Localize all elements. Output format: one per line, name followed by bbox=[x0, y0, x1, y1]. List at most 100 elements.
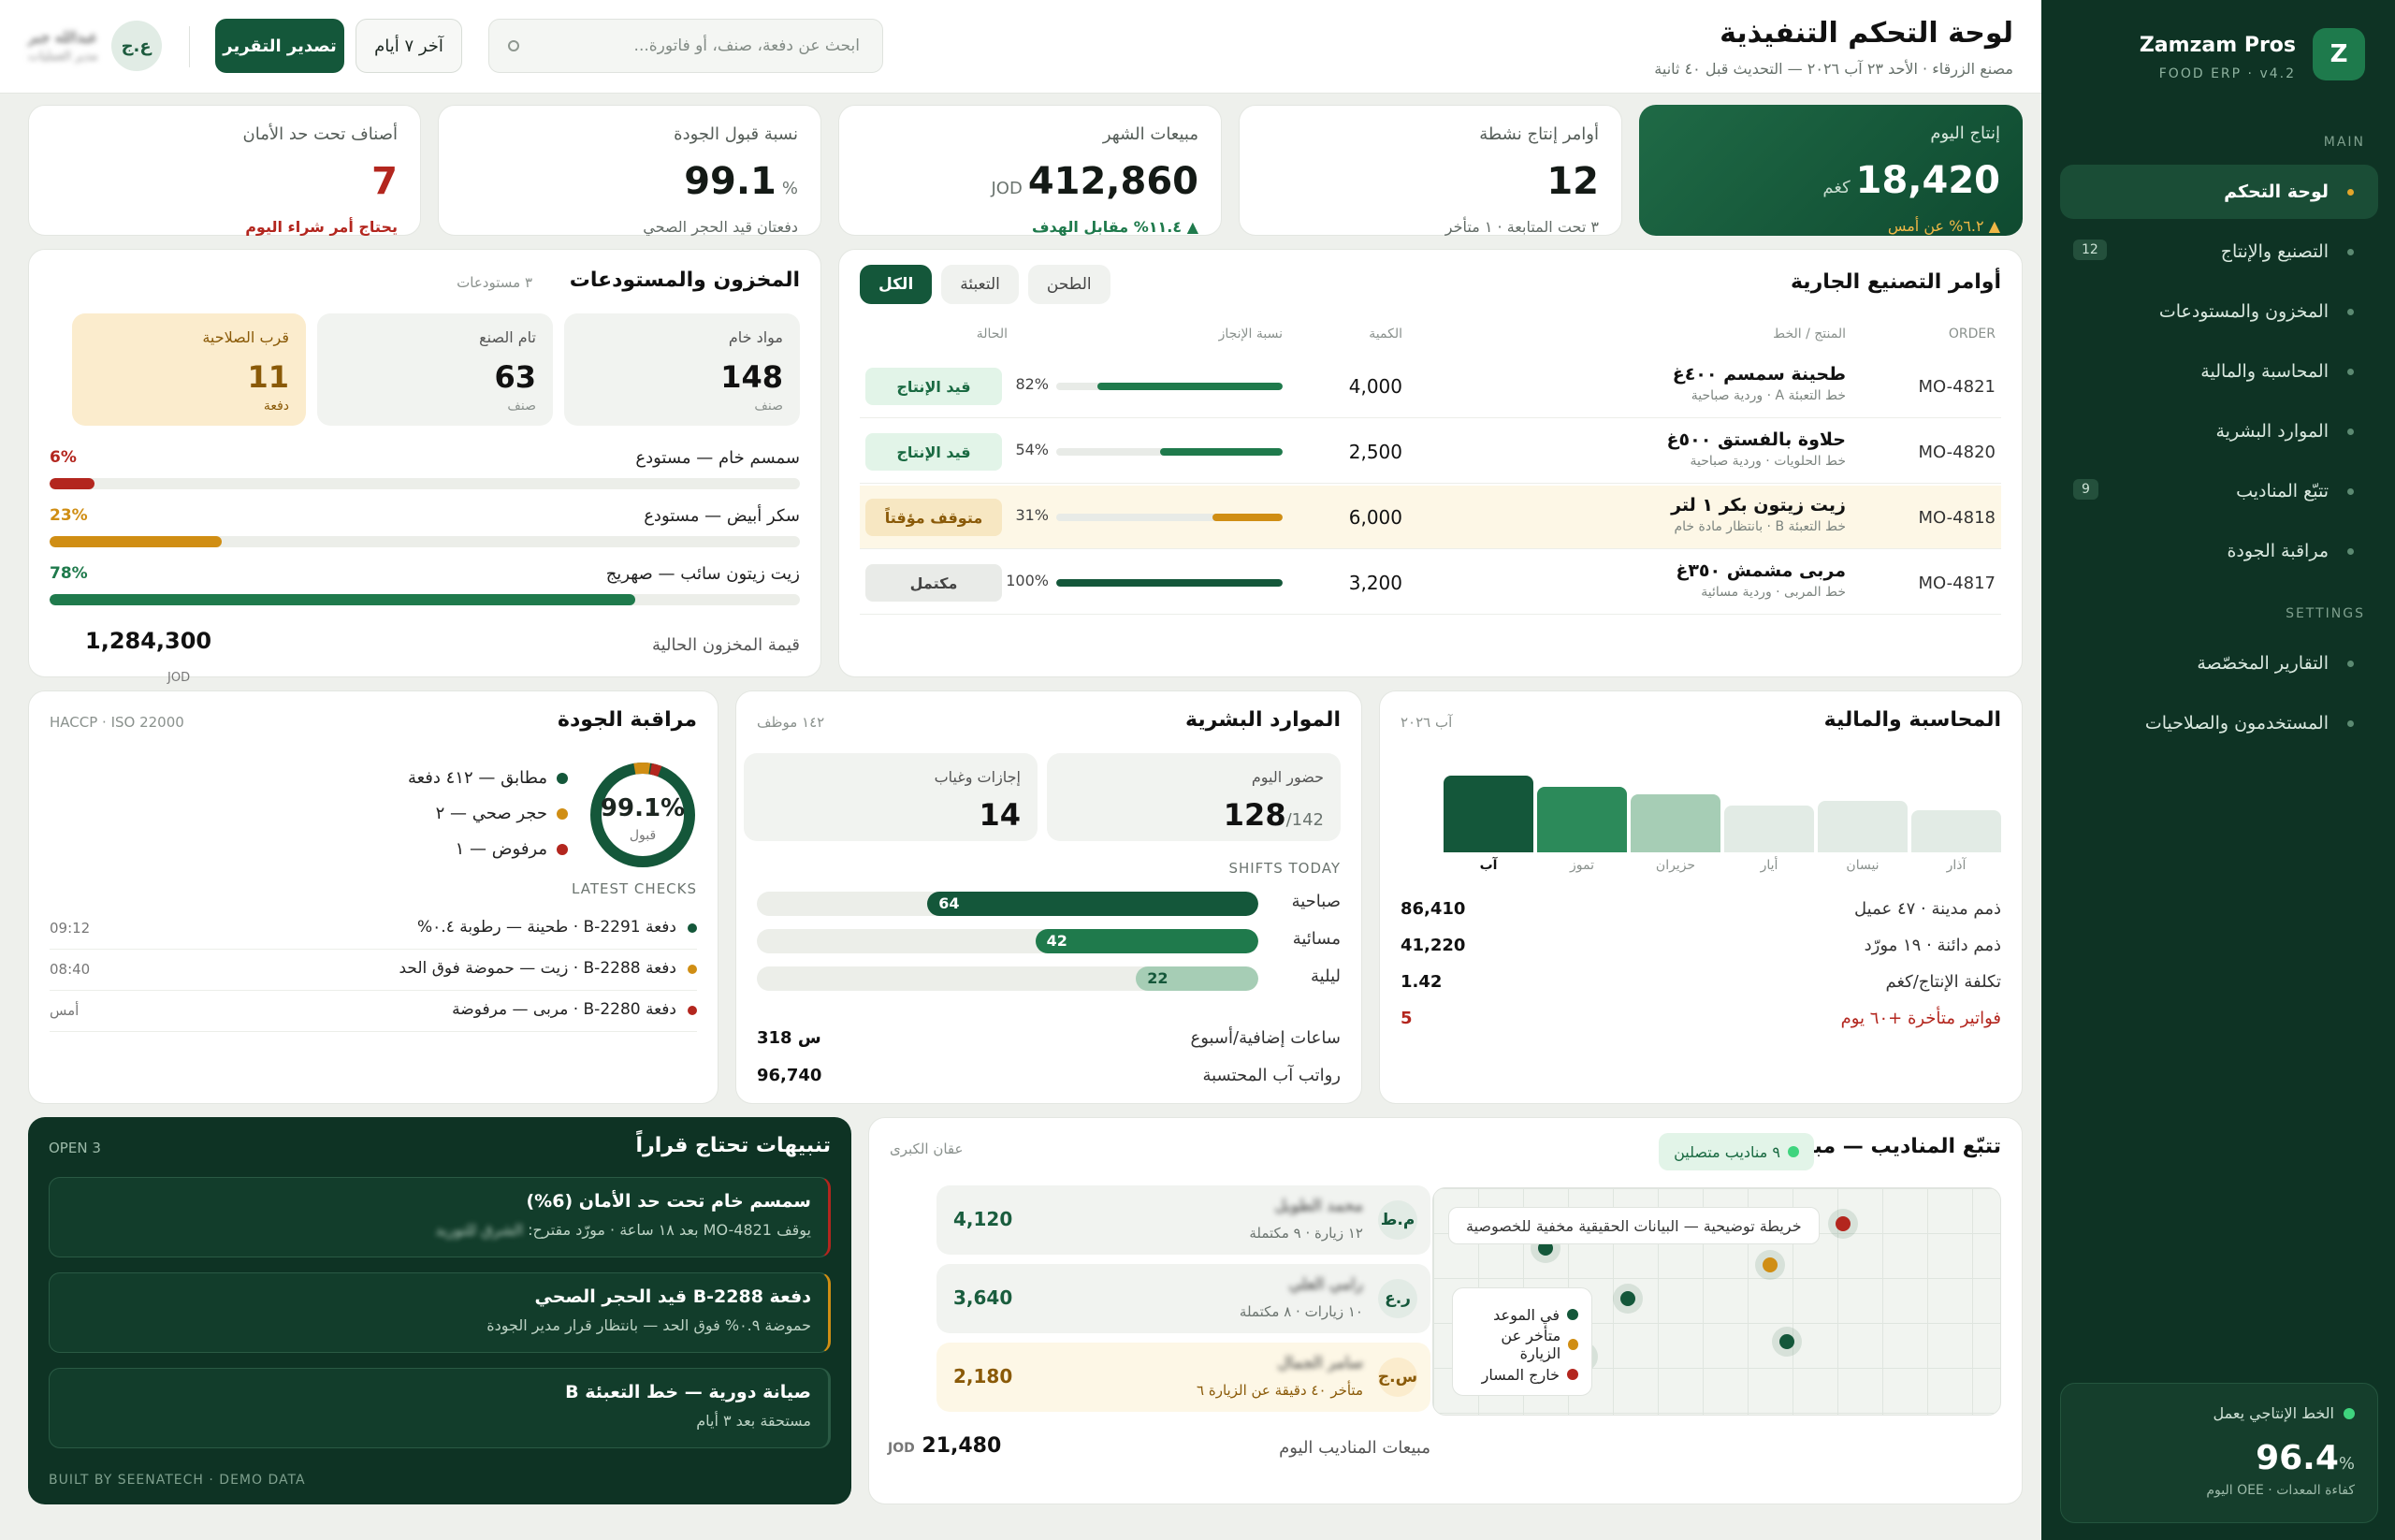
avatar[interactable]: ع.ج bbox=[110, 21, 162, 71]
nav-quality[interactable]: مراقبة الجودة bbox=[2060, 524, 2378, 578]
kpi-monthly-sales: مبيعات الشهر JOD 412,860 ▲ ١١.٤% مقابل ال… bbox=[838, 105, 1222, 236]
page-title: لوحة التحكم التنفيذية bbox=[1720, 17, 2013, 50]
status-badge: مكتمل bbox=[865, 564, 1002, 602]
stock-name: زيت زيتون سائب — صهريج bbox=[605, 564, 800, 584]
donut-label: قبول bbox=[629, 828, 657, 843]
chart-bar bbox=[1911, 810, 2001, 852]
export-report-button[interactable]: تصدير التقرير bbox=[215, 19, 344, 73]
chart-tick-label: آب bbox=[1479, 858, 1498, 873]
shift-name: صباحية bbox=[1291, 892, 1341, 911]
alert-item[interactable]: سمسم خام تحت حد الأمان (6%) يوقف MO-4821 … bbox=[49, 1177, 831, 1257]
rep-row[interactable]: ر.ع رامي العلي ١٠ زيارات · ٨ مكتملة 3,640 bbox=[936, 1264, 1430, 1333]
nav-inventory[interactable]: المخزون والمستودعات bbox=[2060, 284, 2378, 339]
chart-tick-label: آذار bbox=[1946, 858, 1967, 873]
check-row[interactable]: دفعة B-2288 · زيت — حموضة فوق الحد 08:40 bbox=[50, 950, 697, 991]
alert-item[interactable]: دفعة B-2288 قيد الحجر الصحي حموضة ٠.٩% فو… bbox=[49, 1272, 831, 1353]
tab-packaging[interactable]: التعبئة bbox=[941, 265, 1019, 304]
kpi-number: 7 bbox=[371, 160, 398, 203]
stock-level-row: زيت زيتون سائب — صهريج 78% bbox=[50, 564, 800, 617]
order-id[interactable]: MO-4818 bbox=[1918, 508, 1996, 528]
search-placeholder: ابحث عن دفعة، صنف، أو فاتورة... bbox=[633, 36, 860, 55]
col-progress: نسبة الإنجاز bbox=[1218, 327, 1283, 341]
oee-number: 96.4 bbox=[2256, 1439, 2339, 1477]
status-badge: قيد الإنتاج bbox=[865, 433, 1002, 471]
order-id[interactable]: MO-4820 bbox=[1918, 443, 1996, 462]
footer-credit: BUILT BY SEENATECH · DEMO DATA bbox=[49, 1473, 306, 1488]
table-row[interactable]: MO-4818 زيت زيتون بكر ١ لتر خط التعبئة B ·… bbox=[860, 486, 2001, 549]
rep-amount: 4,120 bbox=[953, 1208, 1013, 1230]
stat-value: 148 bbox=[720, 359, 783, 395]
alert-title: صيانة دورية — خط التعبئة B bbox=[565, 1382, 811, 1402]
check-row[interactable]: دفعة B-2291 · طحينة — رطوبة ٠.٤% 09:12 bbox=[50, 908, 697, 950]
kpi-label: أوامر إنتاج نشطة bbox=[1479, 124, 1599, 144]
map-pin-icon[interactable] bbox=[1779, 1334, 1794, 1349]
check-text: دفعة B-2288 · زيت — حموضة فوق الحد bbox=[399, 959, 676, 978]
search-input[interactable]: ابحث عن دفعة، صنف، أو فاتورة... bbox=[488, 19, 883, 73]
map-pin-icon[interactable] bbox=[1620, 1291, 1635, 1306]
legend-label: مطابق — ٤١٢ دفعة bbox=[407, 768, 547, 788]
nav-manufacturing[interactable]: التصنيع والإنتاج 12 bbox=[2060, 225, 2378, 279]
rep-row[interactable]: س.ج سامر الجمال متأخر ٤٠ دقيقة عن الزيارة … bbox=[936, 1343, 1430, 1412]
order-id[interactable]: MO-4817 bbox=[1918, 574, 1996, 593]
tab-grinding[interactable]: الطحن bbox=[1027, 265, 1110, 304]
kpi-label: نسبة قبول الجودة bbox=[674, 124, 798, 144]
rep-row[interactable]: م.ط محمد الطويل ١٢ زيارة · ٩ مكتملة 4,120 bbox=[936, 1185, 1430, 1255]
table-row[interactable]: MO-4817 مربى مشمش ٣٥٠غ خط المربى · وردية م… bbox=[860, 551, 2001, 615]
quantity: 4,000 bbox=[1348, 375, 1402, 398]
live-dot-icon bbox=[1788, 1146, 1799, 1157]
kpi-unit: كغم bbox=[1822, 178, 1851, 197]
map-legend: في الموعد متأخر عن الزيارة خارج المسار bbox=[1452, 1287, 1592, 1396]
nav-reps[interactable]: تتبّع المناديب 9 bbox=[2060, 464, 2378, 518]
nav-finance[interactable]: المحاسبة والمالية bbox=[2060, 344, 2378, 399]
card-meta: ١٤٢ موظف bbox=[757, 714, 825, 731]
alerts-card: تنبيهات تحتاج قراراً OPEN 3 BUILT BY SEE… bbox=[28, 1117, 851, 1504]
alert-item[interactable]: صيانة دورية — خط التعبئة B مستحقة بعد ٣ أ… bbox=[49, 1368, 831, 1448]
product-cell: حلاوة بالفستق ٥٠٠غ خط الحلويات · وردية صب… bbox=[1667, 429, 1846, 469]
tab-all[interactable]: الكل bbox=[860, 265, 933, 304]
nav-dot-icon bbox=[2347, 660, 2354, 667]
date-range-button[interactable]: آخر ٧ أيام bbox=[356, 19, 462, 73]
product-cell: مربى مشمش ٣٥٠غ خط المربى · وردية مسائية bbox=[1676, 560, 1846, 600]
nav-hr[interactable]: الموارد البشرية bbox=[2060, 404, 2378, 458]
stock-percent: 23% bbox=[50, 506, 88, 525]
nav-dashboard[interactable]: لوحة التحكم bbox=[2060, 165, 2378, 219]
quantity: 6,000 bbox=[1348, 506, 1402, 529]
shift-count: 64 bbox=[938, 894, 960, 912]
order-id[interactable]: MO-4821 bbox=[1918, 377, 1996, 397]
alert-blurred-supplier: الشرق للتوريد bbox=[435, 1221, 524, 1239]
nav-label: التصنيع والإنتاج bbox=[2220, 241, 2329, 262]
user-menu[interactable]: ع.ج عبدالله جبر مدير العمليات bbox=[28, 21, 162, 71]
quality-donut bbox=[590, 762, 695, 867]
stat-label: إجازات وغياب bbox=[934, 768, 1021, 786]
stock-bar bbox=[50, 478, 800, 489]
stock-fill bbox=[50, 594, 635, 605]
rep-name: سامر الجمال bbox=[1277, 1354, 1363, 1373]
reps-map[interactable]: خريطة توضيحية — البيانات الحقيقية مخفية … bbox=[1432, 1187, 2001, 1416]
shift-count: 22 bbox=[1147, 969, 1168, 987]
stock-bar bbox=[50, 594, 800, 605]
quality-card: مراقبة الجودة HACCP · ISO 22000 99.1% قب… bbox=[28, 690, 718, 1104]
alert-sub-text: مستحقة بعد ٣ أيام bbox=[696, 1412, 811, 1430]
kpi-foot: ▲ ٦.٢% عن أمس bbox=[1887, 217, 2000, 235]
card-meta: آب ٢٠٢٦ bbox=[1401, 714, 1453, 731]
map-pin-icon[interactable] bbox=[1538, 1241, 1553, 1256]
quantity: 2,500 bbox=[1348, 441, 1402, 463]
inventory-value-unit: JOD bbox=[167, 671, 191, 685]
table-row[interactable]: MO-4821 طحينة سمسم ٤٠٠غ خط التعبئة A · ورد… bbox=[860, 355, 2001, 418]
check-row[interactable]: دفعة B-2280 · مربى — مرفوضة أمس bbox=[50, 991, 697, 1032]
brand-logo: Z bbox=[2313, 28, 2365, 80]
stat-raw-materials: مواد خام 148 صنف bbox=[564, 313, 800, 426]
card-title: المخزون والمستودعات bbox=[569, 269, 800, 292]
nav-users[interactable]: المستخدمون والصلاحيات bbox=[2060, 696, 2378, 750]
map-pin-icon[interactable] bbox=[1836, 1216, 1851, 1231]
progress-fill bbox=[1096, 383, 1283, 390]
kpi-value: JOD 412,860 bbox=[991, 160, 1198, 203]
map-pin-icon[interactable] bbox=[1763, 1257, 1778, 1272]
kpi-label: أصناف تحت حد الأمان bbox=[242, 124, 398, 144]
kpi-label: مبيعات الشهر bbox=[1102, 124, 1198, 144]
row-key: تكلفة الإنتاج/كغم bbox=[1885, 972, 2002, 992]
table-row[interactable]: MO-4820 حلاوة بالفستق ٥٠٠غ خط الحلويات · و… bbox=[860, 420, 2001, 484]
card-title: الموارد البشرية bbox=[1185, 708, 1341, 732]
stat-value: 63 bbox=[494, 359, 536, 395]
nav-reports[interactable]: التقارير المخصّصة bbox=[2060, 636, 2378, 690]
